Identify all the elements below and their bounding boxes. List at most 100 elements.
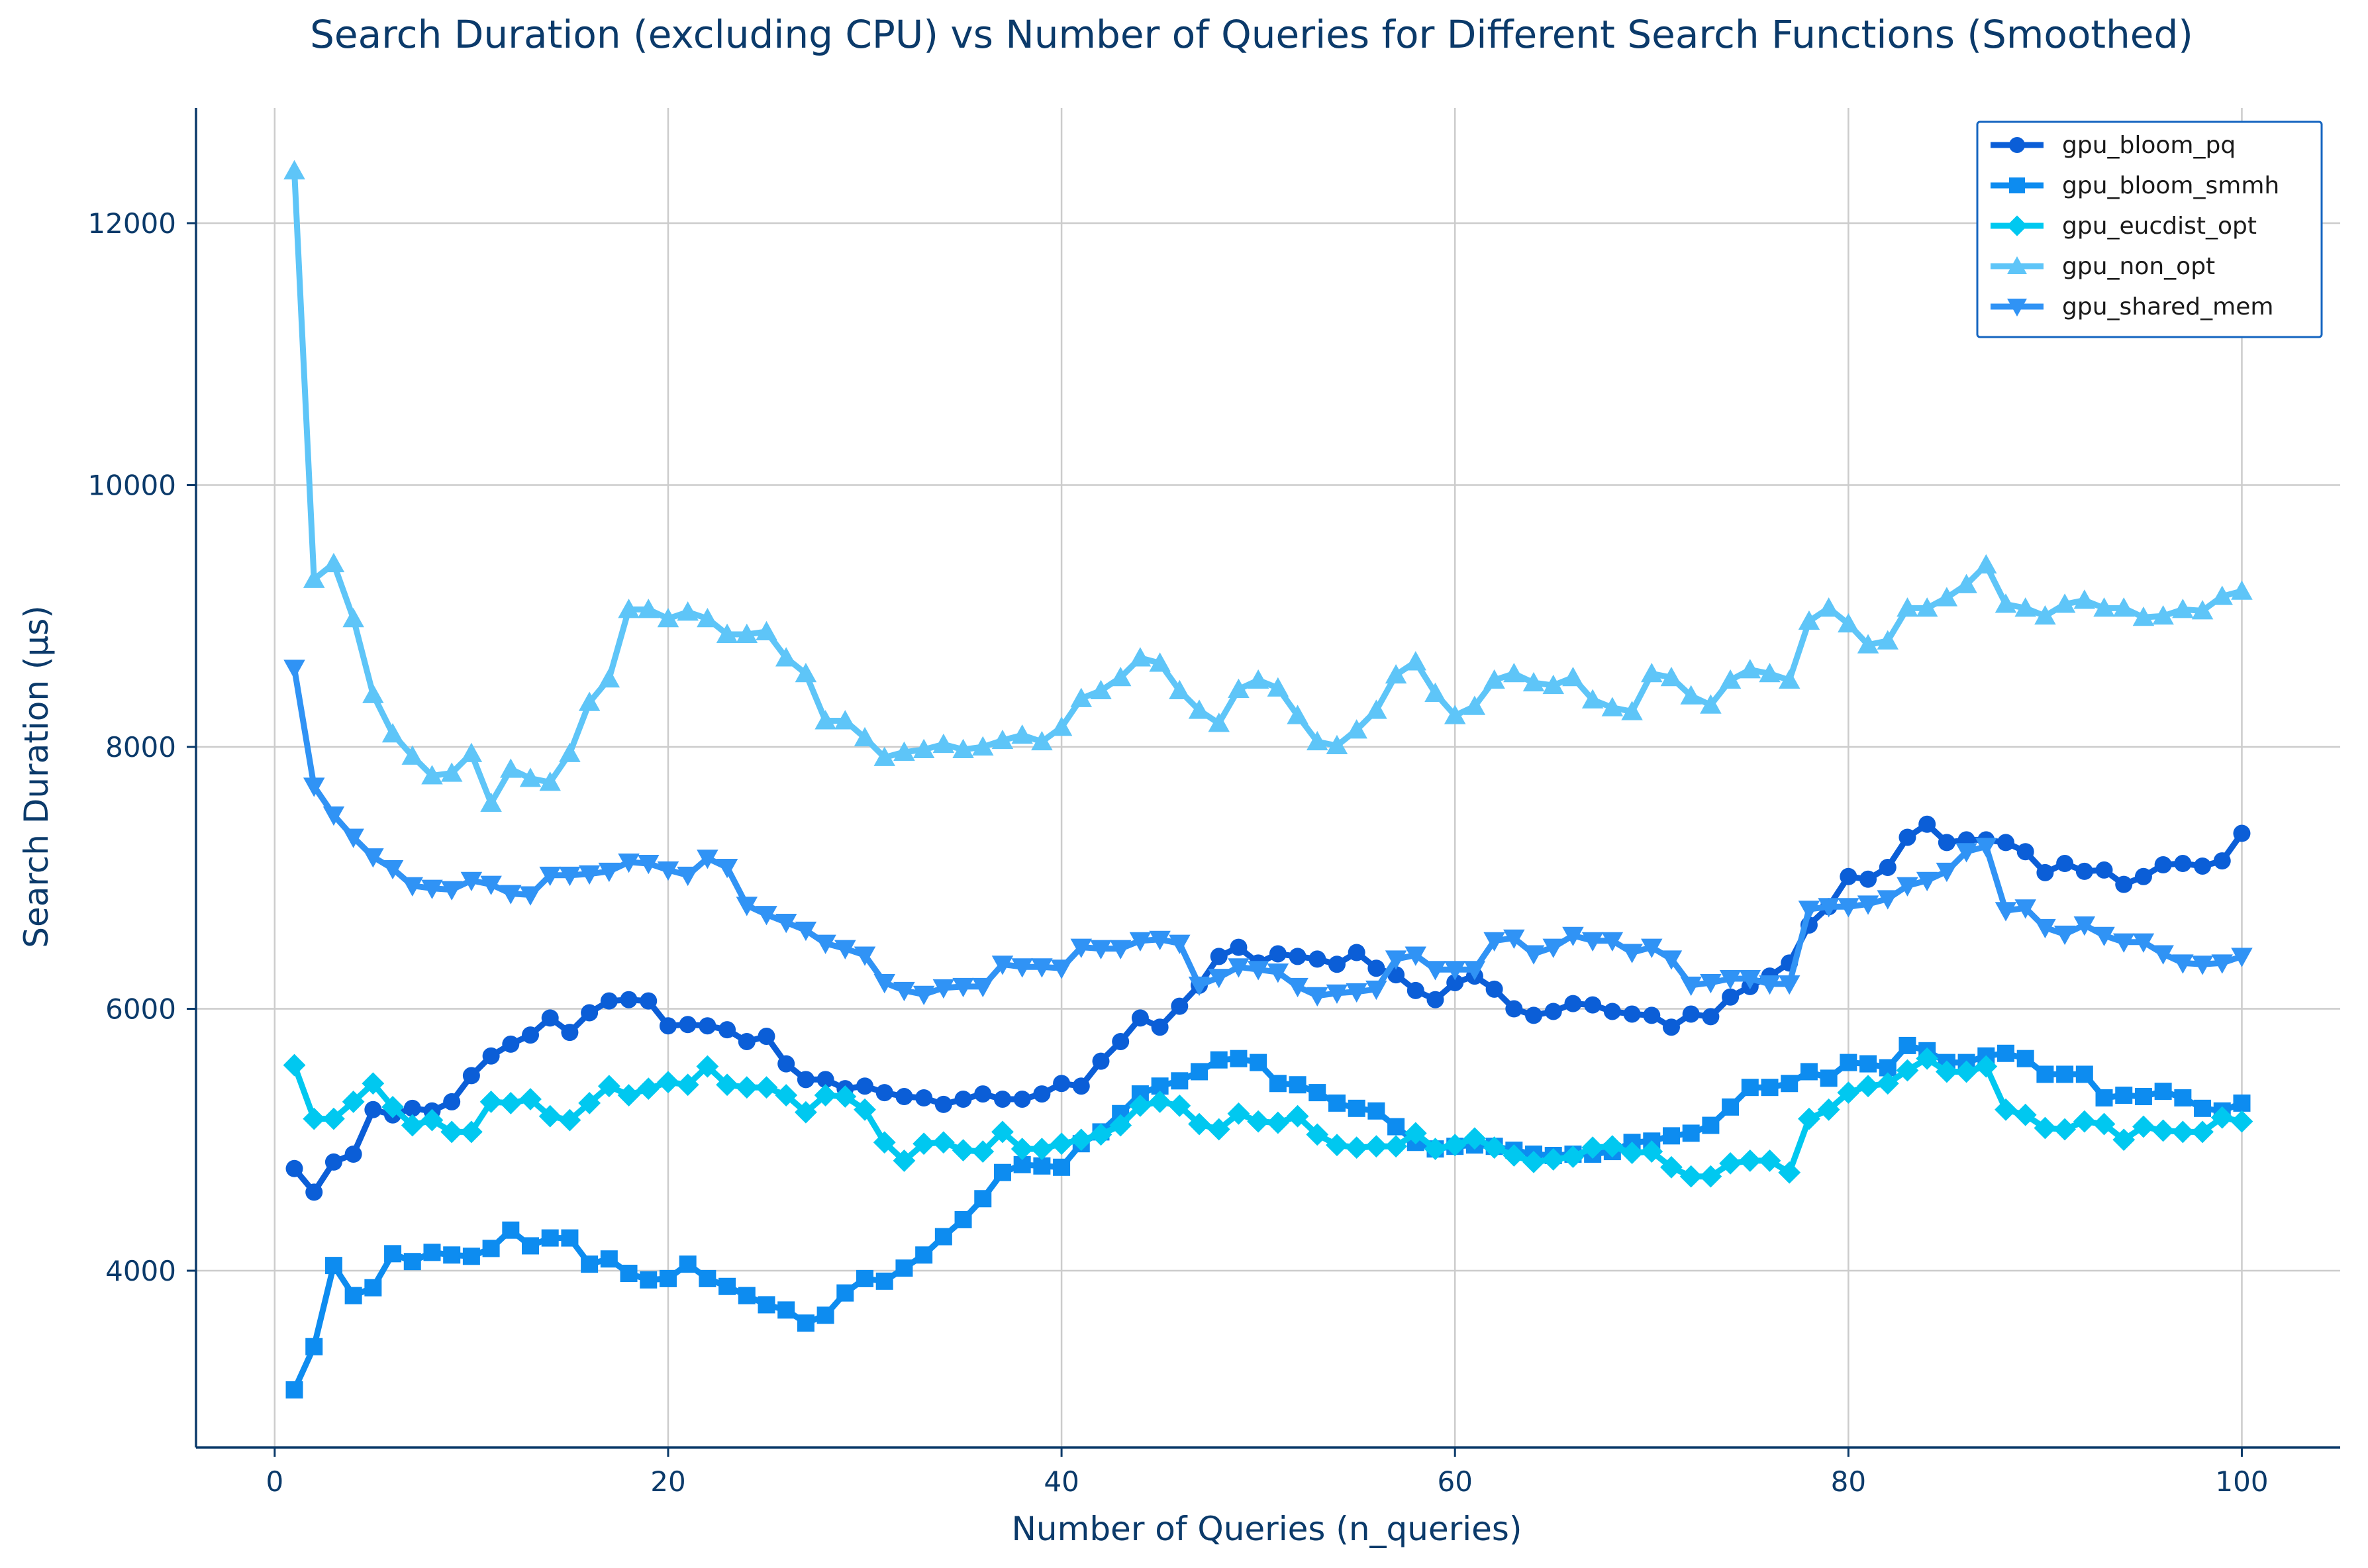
data-point	[1798, 610, 1820, 630]
data-point	[1975, 838, 1997, 858]
data-point	[1641, 663, 1663, 683]
data-point	[1857, 895, 1879, 915]
data-point	[1899, 1036, 1916, 1054]
data-point	[1404, 1122, 1427, 1145]
data-point	[677, 866, 699, 887]
data-point	[1995, 1098, 2017, 1121]
data-point	[932, 1131, 955, 1154]
data-point	[1169, 934, 1191, 954]
data-point	[854, 1098, 876, 1121]
data-point	[637, 1077, 660, 1101]
data-point	[522, 1237, 540, 1255]
legend-item: gpu_bloom_pq	[1991, 132, 2236, 159]
data-point	[342, 1091, 365, 1113]
data-point	[913, 738, 935, 758]
data-point	[2073, 1110, 2096, 1133]
data-point	[2174, 855, 2192, 873]
data-point	[401, 877, 424, 897]
data-point	[558, 1108, 581, 1132]
data-point	[1308, 950, 1326, 968]
data-point	[443, 1246, 461, 1264]
data-point	[1247, 1110, 1270, 1133]
data-point	[381, 859, 404, 880]
data-point	[875, 1272, 893, 1290]
data-point	[718, 1277, 736, 1295]
data-point	[1129, 647, 1152, 667]
data-point	[362, 848, 384, 868]
data-point	[1700, 694, 1722, 714]
data-point	[600, 1250, 618, 1268]
data-point	[1525, 1006, 1543, 1024]
data-point	[1387, 1118, 1405, 1136]
data-point	[482, 1240, 500, 1257]
data-point	[1857, 634, 1879, 654]
data-point	[2151, 1119, 2175, 1142]
data-point	[2211, 585, 2234, 605]
data-point	[834, 1085, 857, 1108]
data-point	[1070, 687, 1093, 707]
data-point	[893, 981, 915, 1002]
data-point	[895, 1259, 913, 1277]
data-point	[1328, 956, 1346, 973]
data-point	[1798, 1107, 1820, 1130]
data-point	[657, 861, 679, 881]
data-point	[1542, 1148, 1565, 1171]
data-point	[1818, 597, 1840, 617]
chart-title: Search Duration (excluding CPU) vs Numbe…	[310, 12, 2193, 57]
data-point	[1995, 593, 2017, 613]
data-point	[1581, 932, 1604, 952]
data-point	[856, 1077, 874, 1095]
data-point	[305, 1338, 323, 1355]
legend-marker	[2006, 215, 2028, 236]
data-point	[659, 1017, 677, 1035]
data-point	[2132, 1115, 2155, 1138]
data-point	[1385, 664, 1407, 684]
data-point	[1247, 669, 1269, 689]
series-gpu-bloom-smmh	[285, 1036, 2251, 1398]
data-point	[1090, 679, 1112, 699]
data-point	[2056, 855, 2074, 873]
data-point	[440, 881, 463, 901]
data-point	[1682, 1124, 1700, 1142]
data-point	[657, 1071, 679, 1094]
data-point	[794, 1101, 817, 1124]
data-point	[2075, 1065, 2093, 1083]
data-point	[499, 1092, 522, 1114]
data-point	[502, 1035, 520, 1053]
data-point	[502, 1221, 520, 1239]
data-point	[460, 742, 483, 762]
data-point	[2073, 916, 2096, 936]
data-point	[1405, 946, 1427, 966]
data-point	[561, 1229, 579, 1247]
data-point	[1662, 1018, 1680, 1036]
data-point	[381, 723, 404, 743]
data-point	[285, 1381, 303, 1398]
data-point	[2073, 589, 2096, 609]
data-point	[2053, 1118, 2077, 1141]
data-point	[775, 914, 797, 934]
data-point	[1050, 1132, 1073, 1155]
data-point	[699, 1269, 716, 1287]
data-point	[1346, 983, 1367, 1003]
data-point	[1916, 1047, 1939, 1070]
data-point	[1188, 1112, 1210, 1136]
legend-label: gpu_bloom_pq	[2062, 132, 2236, 159]
data-point	[2132, 933, 2155, 953]
data-point	[775, 1084, 798, 1106]
data-point	[718, 1021, 736, 1039]
data-point	[559, 866, 581, 887]
data-point	[1837, 1081, 1860, 1104]
data-point	[1109, 940, 1132, 959]
data-point	[915, 1246, 933, 1264]
data-point	[1328, 1094, 1346, 1112]
data-point	[1759, 663, 1781, 683]
data-point	[1345, 1136, 1368, 1159]
data-point	[2132, 607, 2155, 626]
legend-item: gpu_eucdist_opt	[1991, 213, 2257, 240]
data-point	[1896, 1059, 1919, 1082]
data-point	[716, 1073, 738, 1097]
data-point	[1781, 1075, 1799, 1093]
data-point	[1148, 1091, 1171, 1113]
